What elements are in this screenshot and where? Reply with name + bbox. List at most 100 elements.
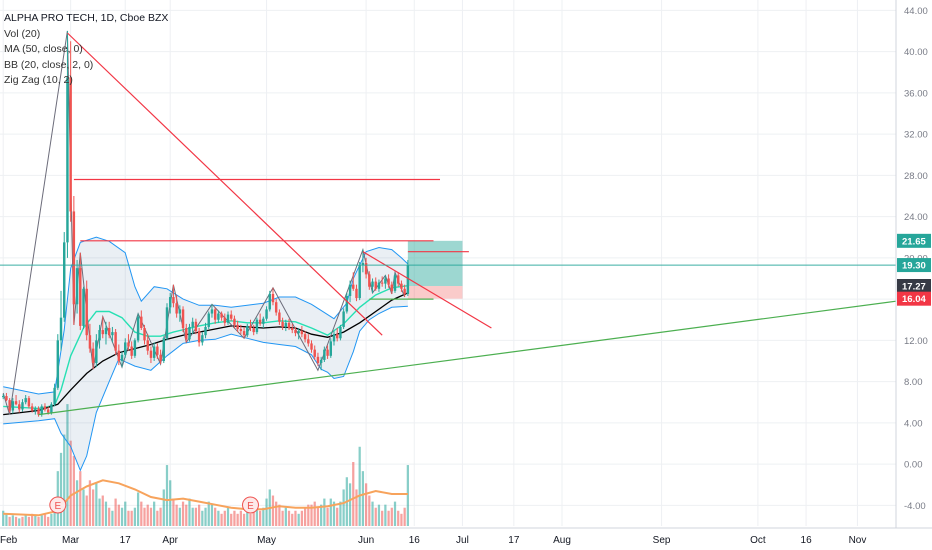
volume-bar-65	[210, 504, 214, 526]
volume-bar-34	[111, 510, 114, 526]
candle-62	[201, 332, 204, 346]
candle-body	[380, 282, 384, 284]
volume-bar-66	[214, 507, 217, 526]
candle-body	[262, 318, 265, 324]
volume-bar-117	[377, 504, 381, 526]
candle-body	[348, 284, 352, 297]
candle-96	[310, 340, 313, 353]
price-label-bg	[897, 291, 931, 306]
candle-body	[46, 409, 50, 413]
candle-body	[11, 401, 15, 411]
candlesticks	[1, 30, 410, 417]
candle-body	[297, 331, 300, 334]
volume-bar-124	[400, 513, 403, 526]
volume-bar-114	[368, 495, 371, 526]
candle-body	[332, 334, 336, 342]
time-tick-7: Jul	[456, 535, 469, 546]
volume-bar-5	[18, 518, 21, 526]
candle-body	[168, 297, 172, 308]
candle-90	[291, 323, 294, 334]
legend-title: ALPHA PRO TECH, 1D, Cboe BZX	[4, 12, 169, 24]
volume-bar-95	[307, 504, 310, 526]
time-tick-4: May	[257, 535, 276, 546]
volume-bar-50	[162, 489, 165, 526]
candle-body	[130, 346, 133, 356]
candle-27	[88, 323, 92, 353]
candle-4	[14, 395, 18, 406]
volume-bar-43	[140, 501, 143, 526]
candle-93	[300, 325, 304, 338]
volume-bar-75	[242, 513, 246, 526]
trend-line-1[interactable]	[362, 251, 492, 329]
volume-bar-110	[355, 489, 358, 526]
legend-bollinger-bands[interactable]: BB (20, close, 2, 0)	[4, 58, 94, 71]
candle-36	[117, 344, 121, 366]
candle-body	[390, 284, 394, 291]
legend-zigzag[interactable]: Zig Zag (10, 2)	[4, 74, 73, 87]
candle-body	[133, 340, 137, 356]
volume-bar-93	[300, 510, 304, 526]
trend-lines[interactable]	[0, 32, 897, 416]
candle-body	[37, 408, 40, 415]
candle-body	[361, 263, 365, 266]
candle-120	[387, 274, 390, 288]
candle-body	[204, 326, 207, 336]
volume-bar-54	[175, 504, 178, 526]
volume-bar-58	[188, 498, 191, 526]
candle-69	[223, 313, 227, 326]
candle-98	[316, 352, 320, 367]
candle-24	[79, 252, 82, 331]
candle-85	[274, 299, 278, 316]
candle-body	[345, 296, 349, 312]
candle-46	[149, 346, 153, 364]
price-tick-9: 8.00	[904, 377, 923, 388]
volume-bar-61	[197, 504, 201, 526]
volume-bar-115	[371, 501, 374, 526]
price-label-text: 19.30	[902, 261, 926, 272]
legend-moving-average[interactable]: MA (50, close, 0)	[4, 43, 83, 56]
candle-body	[59, 317, 63, 341]
volume-bar-112	[361, 471, 365, 526]
candle-body	[91, 348, 95, 364]
candle-26	[85, 280, 88, 341]
volume-bar-38	[124, 501, 127, 526]
volume-bar-94	[303, 507, 307, 526]
candle-110	[355, 284, 358, 302]
volume-bar-33	[108, 507, 111, 526]
volume-bar-6	[21, 516, 24, 526]
chart-legend: ALPHA PRO TECH, 1D, Cboe BZX Vol (20) MA…	[4, 11, 168, 89]
candle-body	[281, 321, 284, 327]
candle-34	[111, 326, 114, 343]
legend-volume[interactable]: Vol (20)	[4, 27, 41, 40]
price-tick-8: 12.00	[904, 336, 928, 347]
candle-10	[34, 406, 37, 415]
candle-6	[21, 399, 24, 412]
trend-line-2[interactable]	[38, 300, 897, 416]
candle-79	[255, 317, 259, 335]
candle-61	[197, 327, 201, 347]
price-label-bg	[897, 258, 931, 273]
volume-bar-104	[336, 507, 339, 526]
volume-bar-28	[92, 489, 95, 526]
price-label-0: 21.65	[897, 233, 931, 248]
candle-body	[217, 313, 220, 320]
candle-45	[146, 334, 149, 355]
candle-body	[194, 321, 198, 332]
volume-bar-101	[326, 507, 329, 526]
candle-body	[165, 307, 169, 339]
candle-32	[104, 321, 108, 345]
candle-95	[307, 334, 310, 347]
candle-body	[239, 329, 243, 332]
candle-80	[258, 313, 262, 326]
candle-78	[252, 324, 255, 336]
volume-bar-29	[95, 483, 98, 526]
trend-line-0[interactable]	[66, 32, 383, 336]
candle-53	[172, 284, 175, 308]
candle-body	[63, 242, 66, 318]
earnings-marker-0: E	[49, 496, 67, 514]
candle-body	[66, 77, 69, 243]
candle-body	[246, 325, 249, 336]
candle-41	[133, 338, 137, 358]
